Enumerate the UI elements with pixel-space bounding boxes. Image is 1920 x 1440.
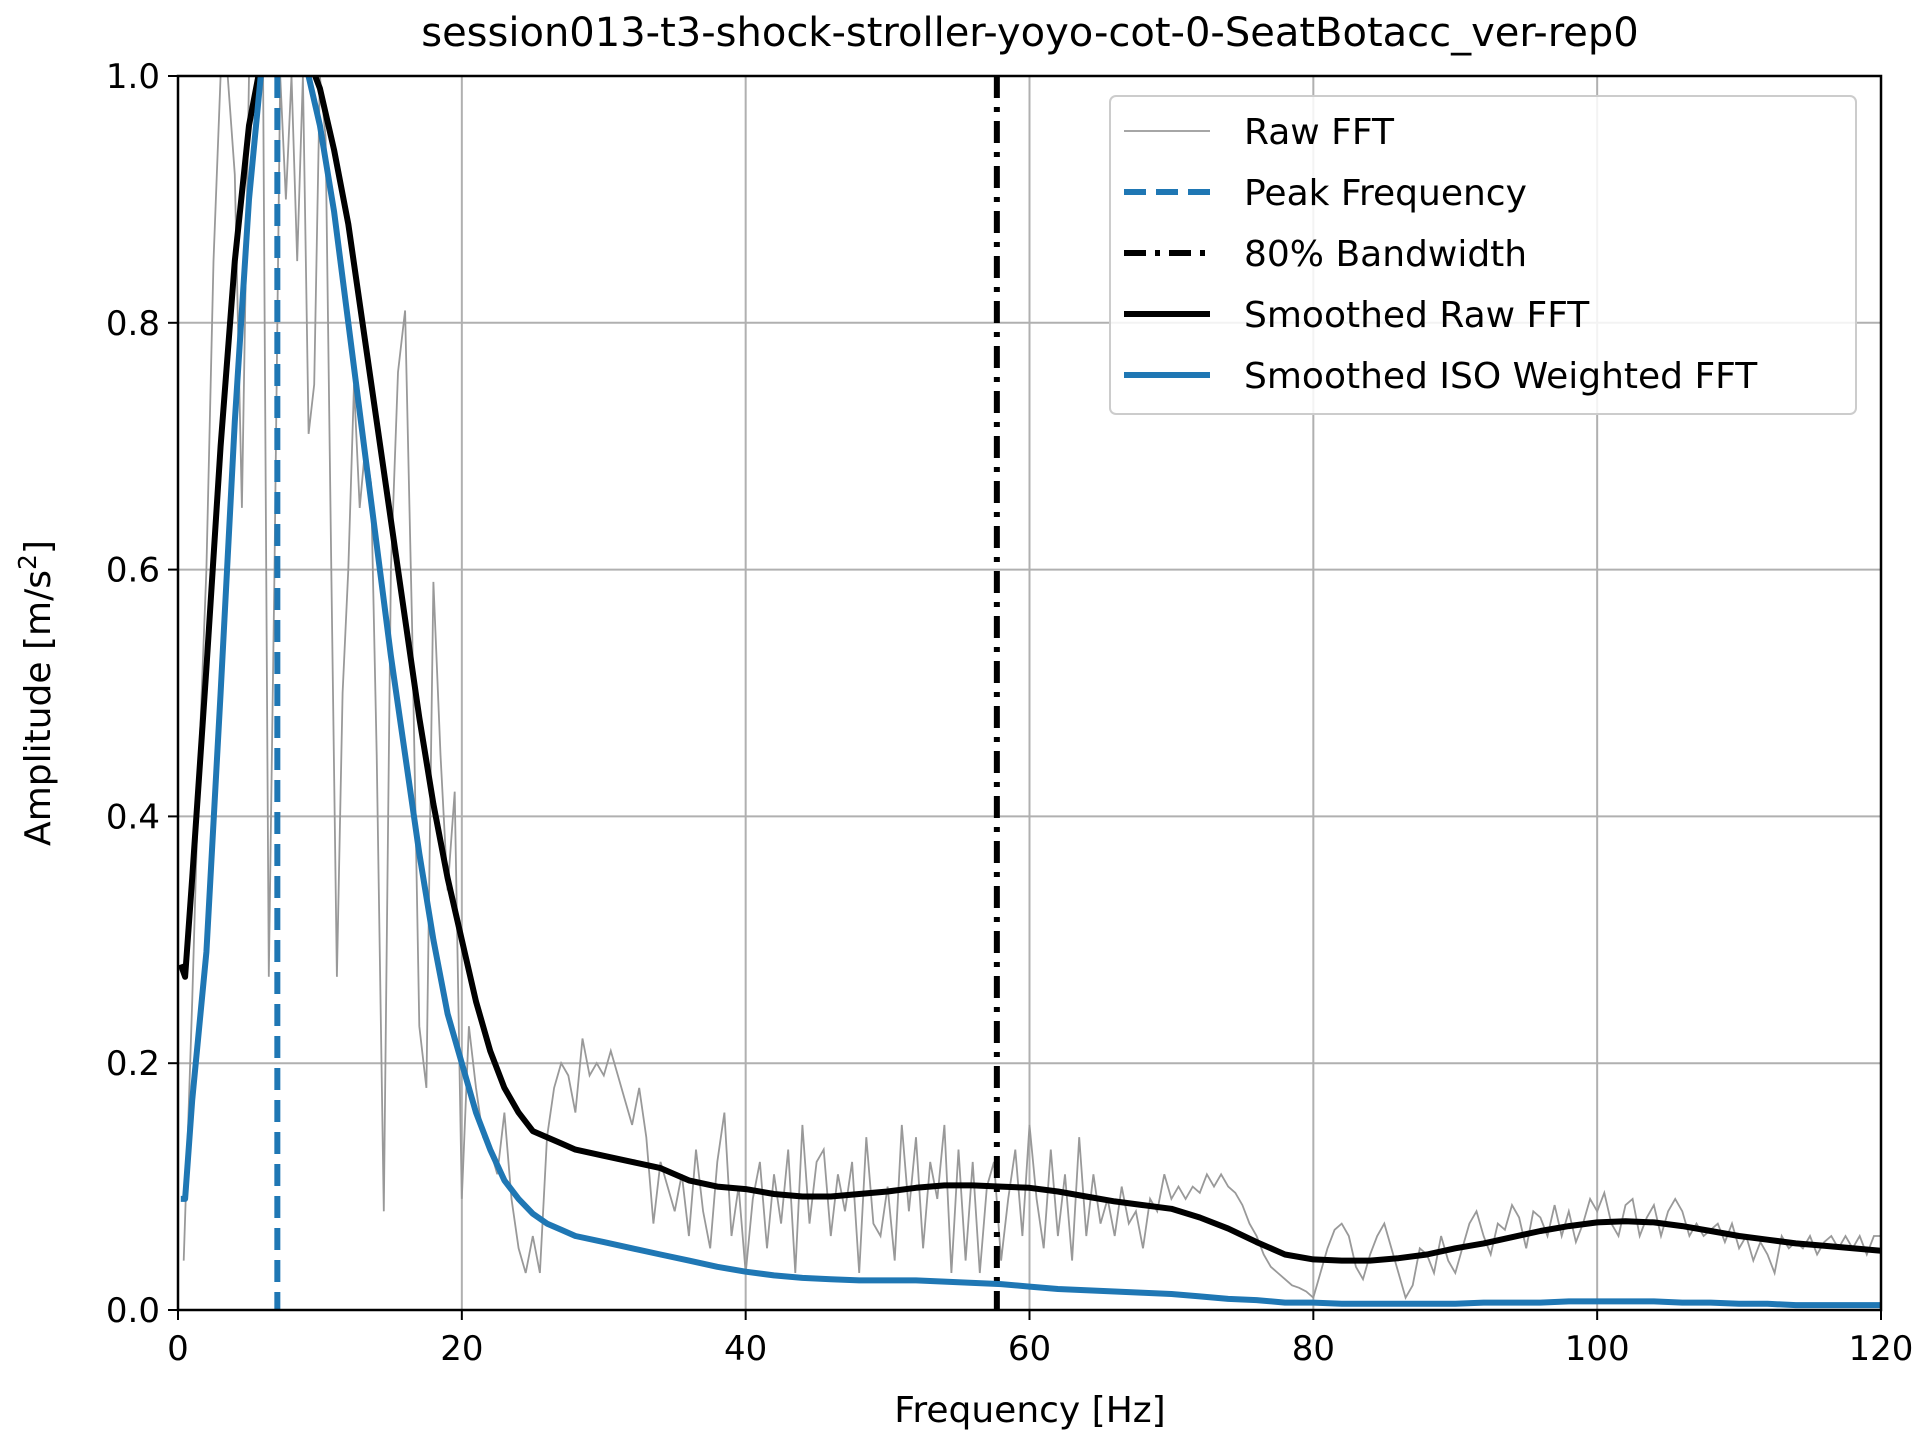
x-tick-label: 0 (167, 1329, 189, 1369)
y-tick-label: 0.0 (106, 1291, 160, 1331)
series-smoothed-iso-weighted-fft (180, 76, 1881, 1309)
y-axis-label-main: Amplitude [m/s (18, 570, 59, 846)
legend: Raw FFT Peak Frequency 80% Bandwidth Smooth… (1109, 95, 1857, 415)
x-tick-label: 80 (1292, 1329, 1335, 1369)
series-smoothed-raw-fft (178, 76, 1881, 1264)
y-axis-label-superscript: 2 (13, 554, 42, 570)
chart-title: session013-t3-shock-stroller-yoyo-cot-0-… (421, 10, 1639, 56)
axis-ticks: 0 20 40 60 80 100 120 0.0 0.2 0.4 0.6 0.8 1.0 (106, 57, 1914, 1369)
legend-label-smoothed-iso-weighted-fft: Smoothed ISO Weighted FFT (1244, 356, 1758, 397)
y-tick-label: 0.4 (106, 797, 160, 837)
y-tick-label: 0.6 (106, 551, 160, 591)
legend-label-smoothed-raw-fft: Smoothed Raw FFT (1244, 295, 1590, 336)
legend-label-peak-frequency: Peak Frequency (1244, 173, 1527, 214)
y-tick-label: 0.2 (106, 1044, 160, 1084)
x-tick-label: 120 (1849, 1329, 1914, 1369)
legend-box (1109, 95, 1857, 415)
x-axis-label: Frequency [Hz] (894, 1390, 1165, 1431)
y-tick-label: 0.8 (106, 304, 160, 344)
x-tick-label: 60 (1008, 1329, 1051, 1369)
legend-label-raw-fft: Raw FFT (1244, 112, 1395, 153)
x-tick-label: 40 (724, 1329, 767, 1369)
legend-label-80-bandwidth: 80% Bandwidth (1244, 234, 1527, 275)
y-tick-label: 1.0 (106, 57, 160, 97)
x-tick-label: 100 (1565, 1329, 1630, 1369)
plot-data (178, 76, 1881, 1310)
y-axis-label-tail: ] (18, 540, 59, 554)
series-raw-fft (182, 76, 1881, 1300)
y-axis-label: Amplitude [m/s2] (13, 540, 59, 846)
x-tick-label: 20 (440, 1329, 483, 1369)
